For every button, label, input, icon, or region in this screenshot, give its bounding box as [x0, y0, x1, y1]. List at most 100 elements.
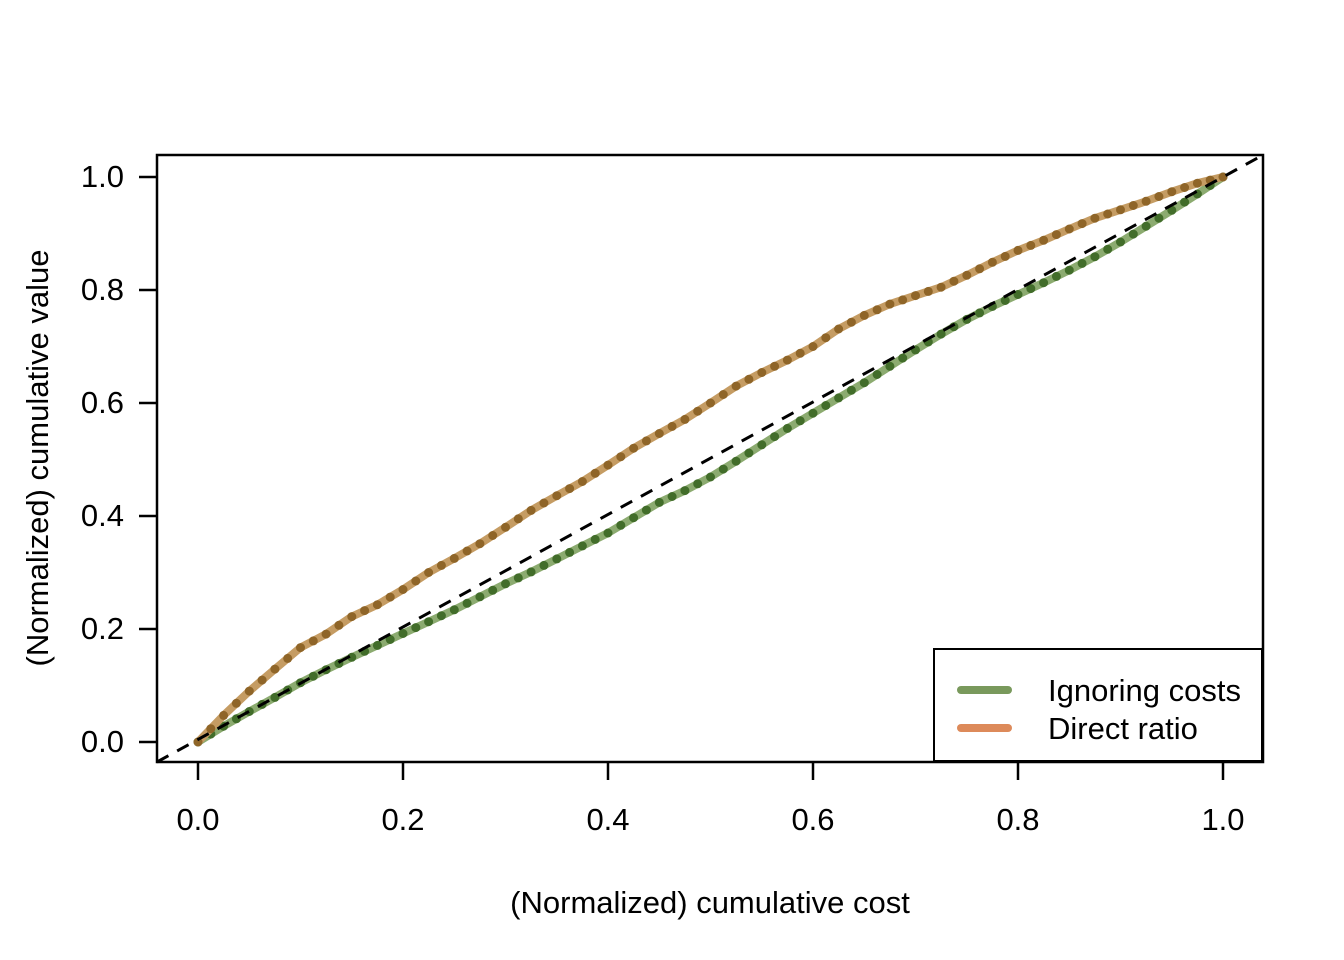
- series-point-1: [846, 317, 856, 327]
- series-point-0: [526, 567, 536, 577]
- series-point-1: [1141, 196, 1151, 206]
- series-point-0: [859, 378, 869, 388]
- legend-row-ignoring-costs: Ignoring costs: [957, 671, 1261, 709]
- series-point-1: [975, 264, 985, 274]
- y-tick-label: 0.6: [80, 385, 124, 420]
- series-point-1: [231, 698, 241, 708]
- legend-line-swatch-green: [957, 686, 1012, 694]
- series-point-1: [539, 498, 549, 508]
- series-point-1: [526, 505, 536, 515]
- series-point-0: [1103, 244, 1113, 254]
- series-point-1: [731, 381, 741, 391]
- series-point-1: [667, 421, 677, 431]
- series-point-1: [1000, 251, 1010, 261]
- series-point-1: [1128, 201, 1138, 210]
- legend-label: Direct ratio: [1048, 710, 1198, 746]
- series-point-1: [552, 491, 562, 501]
- series-point-0: [1141, 221, 1151, 231]
- y-tick-label: 0.4: [80, 498, 124, 533]
- series-point-0: [1116, 237, 1125, 247]
- series-point-1: [629, 443, 639, 453]
- series-point-1: [436, 560, 446, 570]
- series-point-1: [718, 390, 728, 399]
- series-point-0: [411, 623, 421, 633]
- series-point-0: [385, 635, 395, 644]
- y-tick-label: 0.8: [80, 272, 124, 307]
- series-point-0: [654, 497, 664, 507]
- series-point-1: [219, 710, 229, 720]
- series-point-1: [872, 305, 882, 315]
- series-point-1: [308, 636, 318, 646]
- series-point-1: [962, 270, 972, 280]
- series-point-0: [1000, 296, 1010, 305]
- series-point-0: [1090, 252, 1100, 262]
- legend: Ignoring costs Direct ratio: [933, 648, 1263, 762]
- series-point-1: [462, 546, 472, 556]
- series-point-0: [1180, 197, 1190, 207]
- series-point-0: [770, 432, 780, 442]
- series-point-1: [1116, 205, 1125, 215]
- series-point-0: [552, 554, 562, 564]
- series-point-0: [1064, 265, 1074, 275]
- series-point-0: [1154, 213, 1164, 223]
- series-point-0: [1026, 284, 1036, 294]
- series-point-1: [347, 612, 357, 622]
- series-point-1: [334, 620, 344, 630]
- series-point-1: [283, 653, 293, 663]
- series-point-0: [846, 385, 856, 395]
- series-point-1: [641, 436, 651, 446]
- series-point-1: [590, 468, 600, 478]
- series-point-1: [885, 299, 895, 309]
- series-point-0: [680, 486, 690, 496]
- series-point-1: [859, 310, 869, 320]
- series-point-1: [936, 282, 946, 292]
- series-point-1: [270, 664, 280, 674]
- series-point-1: [1103, 209, 1113, 219]
- series-point-1: [1167, 187, 1177, 197]
- series-point-1: [795, 348, 805, 358]
- series-point-1: [1090, 213, 1100, 223]
- series-point-1: [680, 414, 690, 424]
- series-point-1: [1154, 192, 1164, 201]
- series-point-0: [629, 513, 639, 523]
- series-point-0: [872, 370, 882, 379]
- y-tick-label: 0.2: [80, 611, 124, 646]
- legend-row-direct-ratio: Direct ratio: [957, 709, 1261, 747]
- series-point-1: [1180, 183, 1190, 192]
- series-point-1: [603, 460, 613, 470]
- series-point-0: [641, 505, 651, 515]
- series-point-0: [706, 472, 715, 482]
- series-point-1: [1077, 219, 1087, 229]
- series-point-1: [385, 592, 395, 602]
- series-point-0: [757, 440, 767, 450]
- series-point-1: [372, 600, 382, 610]
- series-point-0: [565, 547, 575, 557]
- series-point-1: [706, 398, 715, 408]
- reference-diagonal-dashed-line: [156, 153, 1264, 764]
- series-point-1: [321, 629, 331, 639]
- series-point-1: [296, 643, 305, 653]
- series-point-1: [1039, 235, 1049, 245]
- series-point-0: [667, 492, 677, 501]
- y-tick-label: 1.0: [80, 159, 124, 194]
- series-point-0: [1077, 258, 1087, 268]
- series-point-0: [449, 605, 459, 615]
- series-point-1: [808, 342, 818, 351]
- series-point-1: [693, 406, 703, 416]
- series-point-0: [782, 423, 792, 433]
- x-tick-label: 0.4: [586, 802, 630, 837]
- series-point-1: [654, 429, 664, 438]
- series-point-1: [770, 361, 780, 371]
- series-point-0: [372, 640, 382, 650]
- series-point-0: [577, 541, 587, 551]
- series-point-0: [347, 652, 357, 662]
- series-point-0: [795, 416, 805, 426]
- series-point-1: [488, 531, 498, 540]
- series-point-1: [398, 585, 408, 594]
- series-point-1: [757, 368, 767, 377]
- y-tick-label: 0.0: [80, 724, 124, 759]
- series-point-0: [821, 401, 831, 410]
- series-point-0: [885, 361, 895, 371]
